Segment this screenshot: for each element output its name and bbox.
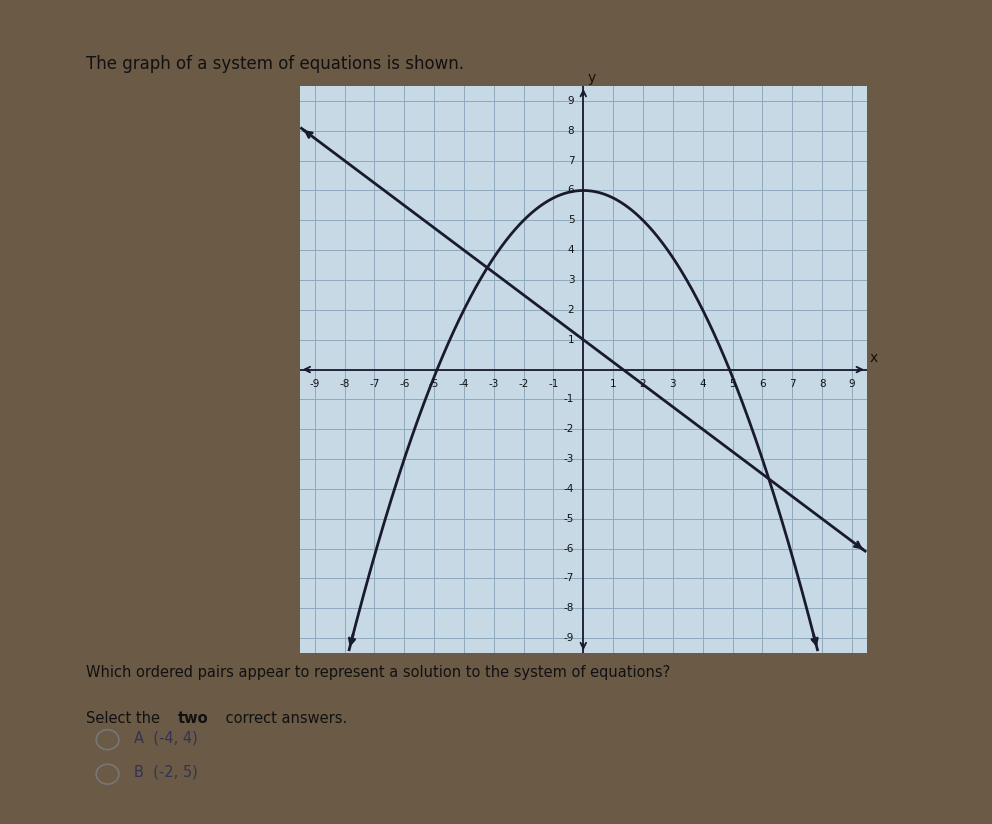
Text: 1: 1 (610, 378, 616, 389)
Text: 4: 4 (699, 378, 706, 389)
Text: -8: -8 (564, 603, 574, 613)
Text: two: two (178, 710, 208, 726)
Text: -7: -7 (369, 378, 380, 389)
Text: A  (-4, 4): A (-4, 4) (134, 730, 197, 745)
Text: y: y (588, 71, 596, 85)
Text: -2: -2 (519, 378, 529, 389)
Text: -6: -6 (564, 544, 574, 554)
Text: -5: -5 (564, 514, 574, 524)
Text: correct answers.: correct answers. (221, 710, 347, 726)
Text: 9: 9 (848, 378, 855, 389)
Text: -1: -1 (549, 378, 558, 389)
Text: -3: -3 (564, 454, 574, 464)
Text: -3: -3 (489, 378, 499, 389)
Text: 5: 5 (729, 378, 736, 389)
Text: -8: -8 (339, 378, 350, 389)
Text: 9: 9 (567, 96, 574, 106)
Text: 1: 1 (567, 335, 574, 344)
Text: -6: -6 (399, 378, 410, 389)
Text: The graph of a system of equations is shown.: The graph of a system of equations is sh… (85, 55, 463, 73)
Text: Which ordered pairs appear to represent a solution to the system of equations?: Which ordered pairs appear to represent … (85, 665, 670, 680)
Text: 7: 7 (789, 378, 796, 389)
Text: 7: 7 (567, 156, 574, 166)
Text: -9: -9 (564, 633, 574, 644)
Text: 6: 6 (567, 185, 574, 195)
Text: -4: -4 (564, 484, 574, 494)
Text: 5: 5 (567, 215, 574, 225)
Text: 8: 8 (818, 378, 825, 389)
Text: B  (-2, 5): B (-2, 5) (134, 765, 197, 780)
Text: -1: -1 (564, 395, 574, 405)
Text: -9: -9 (310, 378, 319, 389)
Text: Select the: Select the (85, 710, 165, 726)
Text: -4: -4 (458, 378, 469, 389)
Text: -2: -2 (564, 424, 574, 434)
Text: x: x (870, 351, 878, 365)
Text: 2: 2 (640, 378, 647, 389)
Text: -7: -7 (564, 574, 574, 583)
Text: 8: 8 (567, 126, 574, 136)
Text: 4: 4 (567, 246, 574, 255)
Text: 3: 3 (567, 275, 574, 285)
Text: 2: 2 (567, 305, 574, 315)
Text: 3: 3 (670, 378, 677, 389)
Text: 6: 6 (759, 378, 766, 389)
Text: -5: -5 (429, 378, 439, 389)
